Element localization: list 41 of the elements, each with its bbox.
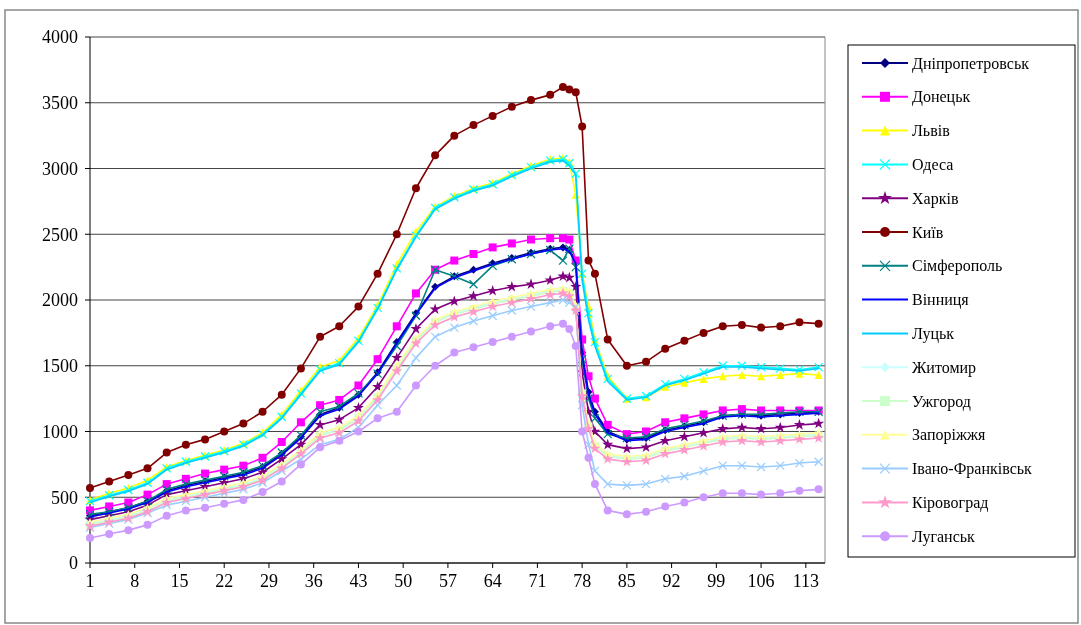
y-tick-label: 3000: [42, 158, 78, 179]
x-tick-label: 99: [707, 571, 726, 591]
legend-label: Кіровоград: [912, 494, 989, 512]
legend-label: Луганськ: [912, 527, 976, 546]
legend-label: Дніпропетровськ: [912, 54, 1030, 73]
legend-label: Івано-Франківськ: [912, 460, 1033, 479]
legend-label: Луцьк: [912, 325, 955, 343]
legend-label: Львів: [912, 122, 951, 140]
x-tick-label: 29: [259, 571, 278, 591]
x-tick-label: 85: [617, 571, 636, 591]
y-tick-label: 3500: [42, 93, 78, 114]
legend-label: Донецьк: [912, 88, 971, 107]
y-tick-label: 500: [51, 487, 78, 508]
y-tick-label: 0: [69, 553, 78, 574]
x-tick-label: 1: [85, 571, 95, 591]
x-tick-label: 92: [662, 571, 681, 591]
legend-label: Одеса: [912, 156, 954, 174]
y-tick-label: 2000: [42, 290, 78, 311]
x-tick-label: 43: [349, 571, 368, 591]
x-tick-label: 22: [215, 571, 234, 591]
x-tick-label: 71: [528, 571, 547, 591]
y-tick-label: 2500: [42, 224, 78, 245]
x-tick-label: 113: [792, 571, 819, 591]
legend-label: Житомир: [912, 358, 977, 377]
legend-label: Сімферополь: [912, 257, 1003, 276]
x-tick-label: 57: [438, 571, 457, 591]
y-tick-label: 1500: [42, 356, 78, 377]
x-tick-label: 78: [573, 571, 592, 591]
legend-label: Київ: [912, 223, 944, 241]
x-tick-label: 106: [747, 571, 775, 591]
y-tick-label: 4000: [42, 27, 78, 48]
x-tick-label: 36: [304, 571, 323, 591]
legend-label: Вінниця: [912, 291, 970, 310]
legend-label: Харків: [912, 189, 959, 208]
legend-label: Ужгород: [912, 392, 971, 411]
legend-label: Запоріжжя: [912, 426, 987, 445]
y-tick-label: 1000: [42, 421, 78, 442]
x-tick-label: 64: [483, 571, 502, 591]
x-tick-label: 15: [170, 571, 189, 591]
x-tick-label: 50: [394, 571, 413, 591]
x-tick-label: 8: [130, 571, 140, 591]
